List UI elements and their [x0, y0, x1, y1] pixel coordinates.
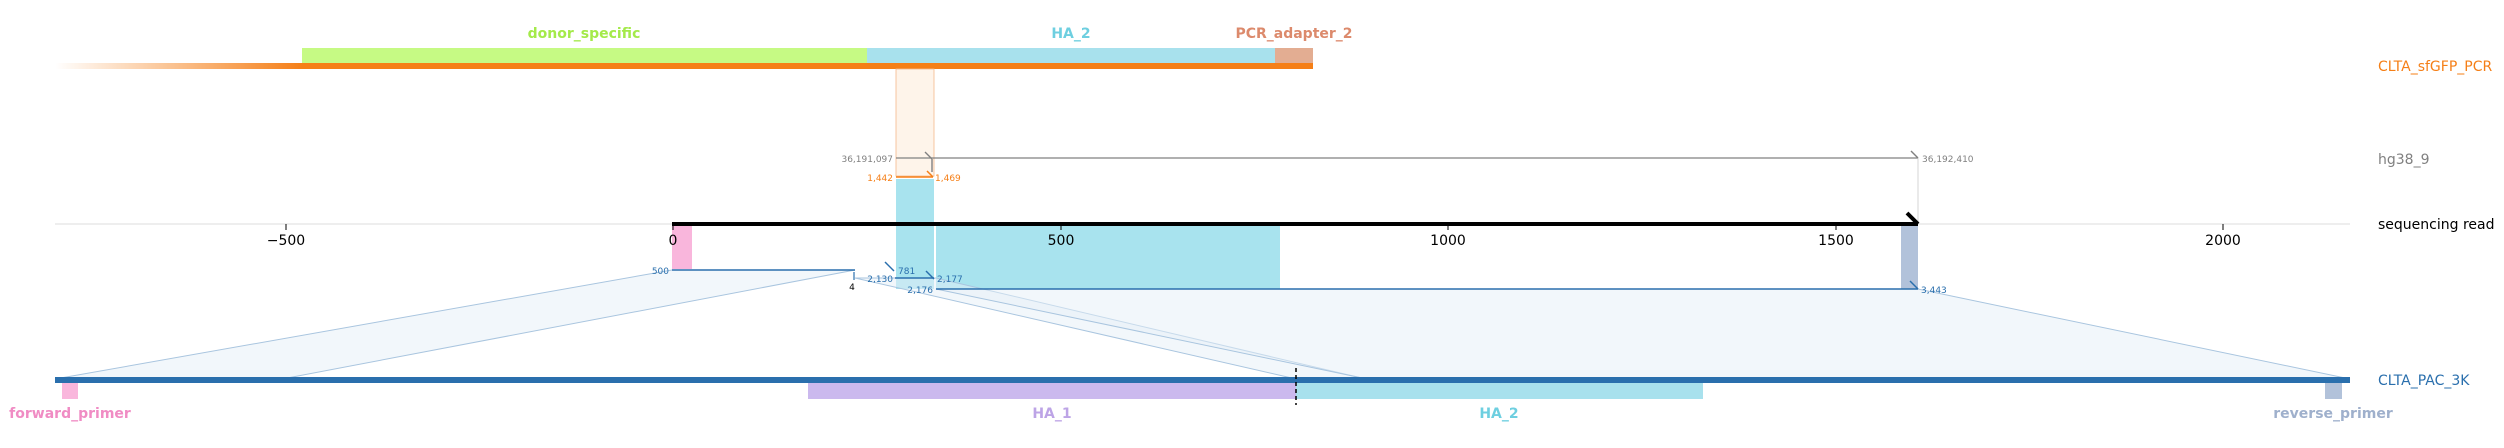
read-arrowhead — [1905, 211, 1920, 226]
x-tick-label: 1000 — [1430, 233, 1466, 249]
pac-alignment-a-arrow — [884, 261, 895, 272]
sfgfp-start-label: 1,442 — [867, 174, 893, 184]
pac-a-start-label: 500 — [652, 267, 669, 277]
ha1-label: HA_1 — [1032, 406, 1071, 422]
hg38-track-label: hg38_9 — [2378, 152, 2429, 168]
read-ha2-highlight-right — [936, 225, 1280, 289]
ha1-feature[interactable] — [808, 383, 1296, 399]
hg38-end-label: 36,192,410 — [1922, 155, 1974, 165]
ha2-bottom-feature[interactable] — [1296, 383, 1703, 399]
sfgfp-projection — [895, 68, 935, 177]
x-tick-label: 2000 — [2205, 233, 2241, 249]
sfgfp-end-label: 1,469 — [935, 174, 961, 184]
pac-a-end-label: 781 — [898, 267, 915, 277]
reverse-primer-label: reverse_primer — [2273, 406, 2393, 422]
sfgfp-small-arrow — [926, 170, 934, 178]
read-ha2-highlight-left — [896, 179, 934, 289]
read-reverse-primer — [1901, 225, 1918, 289]
pac-alignment-b-arrow — [925, 270, 935, 280]
ha2-bottom-label: HA_2 — [1479, 406, 1518, 422]
axis-ticks: −500 0 500 1000 1500 2000 — [267, 224, 2241, 249]
pac-projections — [54, 269, 2351, 380]
donor-specific-feature[interactable] — [302, 48, 867, 63]
pac-b-end-label: 2,177 — [937, 275, 963, 285]
hg38-end-arrow — [1910, 150, 1919, 159]
pac-track-label: CLTA_PAC_3K — [2378, 373, 2470, 389]
pac-c-start-label: 2,176 — [907, 286, 933, 296]
pac-c-end-label: 3,443 — [1921, 286, 1947, 296]
pcr-adapter-2-feature[interactable] — [1275, 48, 1313, 63]
hg38-mid-arrow — [924, 151, 933, 172]
pac-alignments: 500 781 2,130 2,177 2,176 3,443 4 — [652, 261, 1947, 296]
read-region: −500 0 500 1000 1500 2000 sequencing rea… — [55, 179, 2494, 289]
x-tick-label: 0 — [669, 233, 678, 249]
sfgfp-pcr-fade — [55, 63, 302, 69]
pac-b-start-label: 2,130 — [867, 275, 893, 285]
donor-specific-label: donor_specific — [528, 26, 641, 42]
pac-bar[interactable] — [55, 377, 2350, 383]
sfgfp-pcr-track: donor_specific HA_2 PCR_adapter_2 CLTA_s… — [55, 26, 2492, 75]
pac-track: forward_primer HA_1 HA_2 reverse_primer … — [9, 368, 2470, 422]
pac-gap-label: 4 — [849, 283, 855, 293]
forward-primer-label: forward_primer — [9, 406, 131, 422]
x-tick-label: 1500 — [1818, 233, 1854, 249]
pac-alignment-c-arrow — [1909, 280, 1919, 290]
sfgfp-pcr-bar[interactable] — [302, 63, 1313, 69]
forward-primer-feature[interactable] — [62, 383, 78, 399]
projection-a — [54, 269, 856, 380]
hg38-track: 36,191,097 36,192,410 hg38_9 1,442 1,469 — [841, 150, 2429, 222]
hg38-start-label: 36,191,097 — [841, 155, 893, 165]
read-forward-primer — [672, 225, 692, 269]
x-tick-label: 500 — [1048, 233, 1075, 249]
read-track-label: sequencing read — [2378, 217, 2494, 233]
sfgfp-pcr-track-label: CLTA_sfGFP_PCR — [2378, 59, 2492, 75]
pcr-adapter-2-label: PCR_adapter_2 — [1235, 26, 1352, 42]
reverse-primer-feature[interactable] — [2325, 383, 2342, 399]
x-tick-label: −500 — [267, 233, 305, 249]
ha2-top-feature[interactable] — [867, 48, 1275, 63]
ha2-top-label: HA_2 — [1051, 26, 1090, 42]
